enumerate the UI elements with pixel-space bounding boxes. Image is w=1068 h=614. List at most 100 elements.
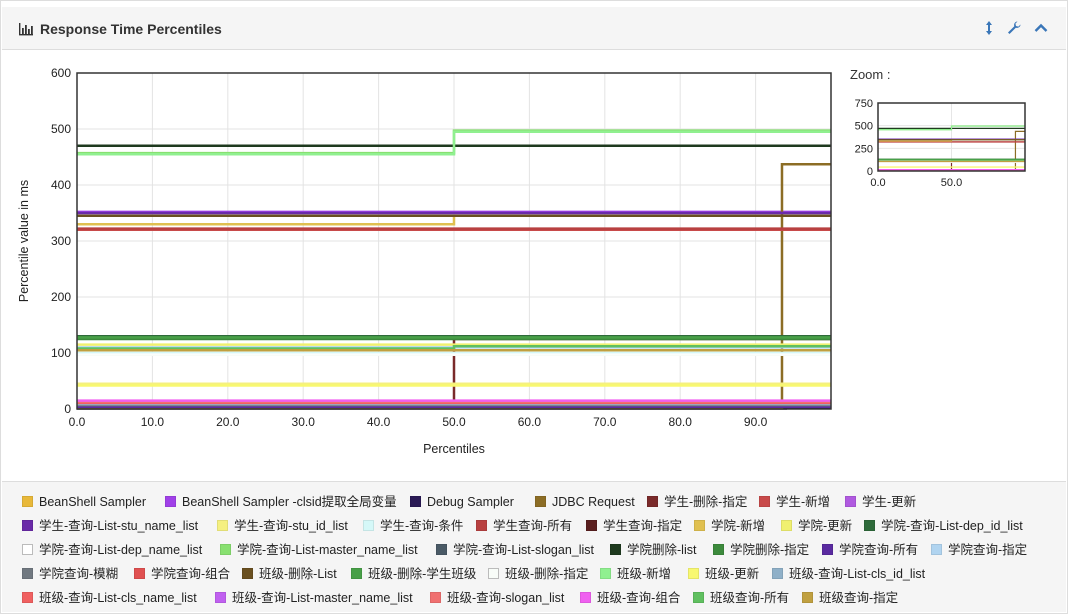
legend-item[interactable]: 学生查询-所有 — [476, 518, 572, 534]
legend-item[interactable]: 学生-查询-List-stu_name_list — [22, 518, 198, 534]
legend-item[interactable]: 班级-查询-List-cls_name_list — [22, 590, 197, 606]
legend-item[interactable]: 学院查询-指定 — [931, 542, 1027, 558]
wrench-icon[interactable] — [1006, 20, 1022, 36]
legend-label: 学院查询-组合 — [151, 567, 231, 581]
zoom-y-tick-label: 250 — [855, 143, 873, 155]
legend-item[interactable]: 班级-查询-组合 — [580, 590, 680, 606]
legend-label: 学生-更新 — [862, 495, 917, 509]
legend-item[interactable]: 班级-删除-学生班级 — [351, 566, 476, 582]
legend-swatch — [822, 544, 833, 555]
y-tick-label: 0 — [64, 402, 71, 416]
expand-vertical-icon[interactable] — [981, 20, 997, 36]
x-tick-label: 80.0 — [669, 415, 693, 429]
legend-item[interactable]: 班级-查询-slogan_list — [430, 590, 564, 606]
legend-item[interactable]: 学生-删除-指定 — [647, 494, 747, 510]
legend-item[interactable]: 学院-查询-List-slogan_list — [436, 542, 594, 558]
legend-item[interactable]: 学院-更新 — [781, 518, 852, 534]
legend-item[interactable]: 学生-新增 — [759, 494, 830, 510]
legend-item[interactable]: 学院查询-模糊 — [22, 566, 118, 582]
legend-label: 班级-查询-slogan_list — [447, 591, 565, 605]
legend-label: 学院-查询-List-slogan_list — [453, 543, 595, 557]
zoom-chart[interactable]: 750 500 250 00.0 50.0 — [855, 98, 1026, 189]
legend-label: 学生-新增 — [776, 495, 831, 509]
x-axis-label: Percentiles — [423, 442, 485, 456]
legend-item[interactable]: 班级-更新 — [688, 566, 759, 582]
x-tick-label: 20.0 — [216, 415, 240, 429]
legend-item[interactable]: Debug Sampler — [410, 494, 514, 510]
legend-item[interactable]: 学院-新增 — [694, 518, 765, 534]
y-tick-label: 400 — [51, 178, 71, 192]
legend-label: 学生-删除-指定 — [664, 495, 748, 509]
legend-label: 学生查询-指定 — [603, 519, 683, 533]
legend-swatch — [759, 496, 770, 507]
chevron-up-icon[interactable] — [1033, 20, 1049, 36]
legend-swatch — [363, 520, 374, 531]
legend-item[interactable]: 学院删除-list — [610, 542, 696, 558]
legend-label: 班级-查询-List-cls_id_list — [789, 567, 926, 581]
legend-item[interactable]: 班级-查询-List-master_name_list — [215, 590, 413, 606]
legend-item[interactable]: JDBC Request — [535, 494, 635, 510]
legend-item[interactable]: 学院-查询-List-dep_id_list — [864, 518, 1023, 534]
legend-swatch — [535, 496, 546, 507]
legend-swatch — [165, 496, 176, 507]
legend-item[interactable]: BeanShell Sampler -clsid提取全局变量 — [165, 494, 397, 510]
series-line-34[interactable] — [77, 345, 831, 350]
percentiles-line-chart: 0 100 200 300 400 500 600 0.0 10.0 20.0 30.0 40.0 50… — [17, 66, 1026, 456]
panel-header: Response Time Percentiles — [2, 7, 1066, 50]
y-tick-label: 300 — [51, 234, 71, 248]
legend-label: 学院删除-指定 — [730, 543, 810, 557]
plot-frame — [76, 72, 832, 410]
legend-item[interactable]: 学生-查询-stu_id_list — [217, 518, 348, 534]
legend-swatch — [22, 568, 33, 579]
legend-item[interactable]: 学院-查询-List-master_name_list — [220, 542, 418, 558]
legend-swatch — [600, 568, 611, 579]
legend-label: 学院查询-所有 — [839, 543, 919, 557]
legend-label: 学生-查询-stu_id_list — [234, 519, 348, 533]
legend-item[interactable]: 学院查询-组合 — [134, 566, 230, 582]
legend-item[interactable]: 班级-新增 — [600, 566, 671, 582]
series-line-12[interactable] — [77, 214, 831, 226]
legend-swatch — [864, 520, 875, 531]
legend-item[interactable]: 班级-删除-指定 — [488, 566, 588, 582]
legend-label: Debug Sampler — [427, 495, 514, 509]
zoom-series-line-27 — [878, 125, 1025, 131]
x-tick-label: 90.0 — [744, 415, 768, 429]
legend-item[interactable]: 学生查询-指定 — [586, 518, 682, 534]
legend-label: 学院-更新 — [798, 519, 853, 533]
legend: BeanShell Sampler BeanShell Sampler -clsi… — [2, 481, 1066, 612]
legend-swatch — [781, 520, 792, 531]
series-line-27[interactable] — [77, 130, 831, 156]
legend-swatch — [22, 544, 33, 555]
legend-item[interactable]: 学院-查询-List-dep_name_list — [22, 542, 202, 558]
legend-label: 学院查询-模糊 — [39, 567, 119, 581]
chart-area: 0 100 200 300 400 500 600 0.0 10.0 20.0 30.0 40.0 50… — [2, 50, 1066, 480]
legend-swatch — [134, 568, 145, 579]
legend-item[interactable]: 班级查询-指定 — [802, 590, 898, 606]
zoom-y-tick-label: 750 — [855, 98, 873, 110]
panel-title: Response Time Percentiles — [40, 21, 222, 37]
legend-item[interactable]: 学生-查询-条件 — [363, 518, 463, 534]
legend-swatch — [694, 520, 705, 531]
legend-label: 班级查询-所有 — [710, 591, 790, 605]
legend-item[interactable]: BeanShell Sampler — [22, 494, 146, 510]
zoom-x-tick-label: 50.0 — [941, 177, 962, 189]
legend-swatch — [220, 544, 231, 555]
legend-label: 学生查询-所有 — [493, 519, 573, 533]
legend-label: 班级查询-指定 — [819, 591, 899, 605]
zoom-y-tick-label: 0 — [867, 166, 873, 178]
legend-swatch — [22, 592, 33, 603]
legend-item[interactable]: 班级-查询-List-cls_id_list — [772, 566, 925, 582]
legend-swatch — [436, 544, 447, 555]
legend-label: BeanShell Sampler -clsid提取全局变量 — [182, 495, 397, 509]
legend-item[interactable]: 班级查询-所有 — [693, 590, 789, 606]
legend-swatch — [430, 592, 441, 603]
x-tick-label: 60.0 — [518, 415, 542, 429]
legend-item[interactable]: 班级-删除-List — [242, 566, 337, 582]
legend-item[interactable]: 学生-更新 — [845, 494, 916, 510]
x-tick-label: 30.0 — [292, 415, 316, 429]
zoom-label: Zoom : — [850, 67, 890, 82]
legend-item[interactable]: 学院删除-指定 — [713, 542, 809, 558]
legend-item[interactable]: 学院查询-所有 — [822, 542, 918, 558]
legend-swatch — [351, 568, 362, 579]
